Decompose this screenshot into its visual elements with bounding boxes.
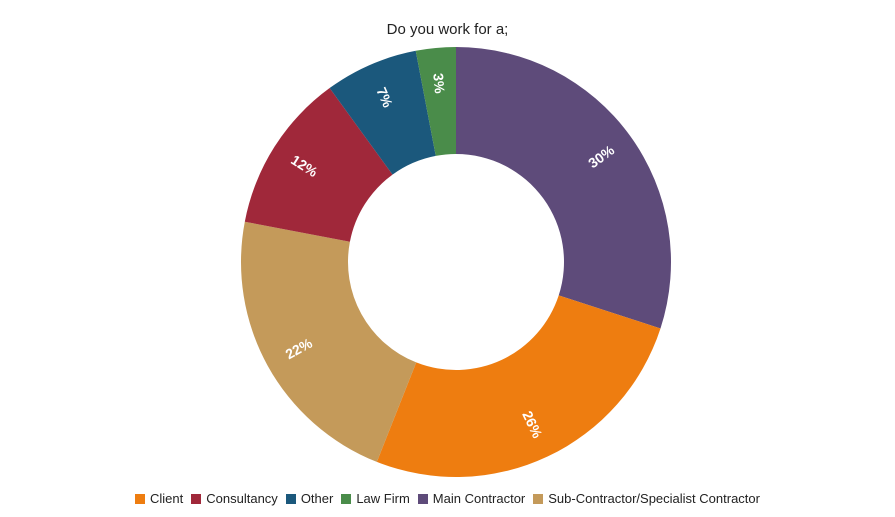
donut-slice-client	[376, 295, 661, 477]
legend-item-sub-contractor: Sub-Contractor/Specialist Contractor	[533, 490, 760, 508]
legend-swatch	[285, 494, 296, 504]
donut-slice-sub-contractor-specialist-contractor	[240, 221, 417, 462]
legend-swatch	[135, 494, 146, 504]
legend-swatch	[341, 494, 352, 504]
donut-slice-consultancy	[244, 88, 393, 242]
legend-label: Other	[300, 491, 334, 506]
legend-item-client: Client	[135, 490, 183, 508]
data-label: 7%	[373, 85, 396, 110]
legend-label: Law Firm	[356, 491, 410, 506]
legend-item-law-firm: Law Firm	[341, 490, 410, 508]
donut-slice-law-firm	[415, 47, 456, 156]
legend-item-main-contractor: Main Contractor	[417, 490, 526, 508]
chart-legend: Client Consultancy Other Law Firm Main C…	[0, 490, 895, 508]
chart-title: Do you work for a;	[386, 21, 509, 38]
legend-swatch	[533, 494, 544, 504]
donut-slice-other	[329, 50, 436, 175]
legend-swatch	[191, 494, 202, 504]
legend-swatch	[417, 494, 428, 504]
legend-label: Consultancy	[206, 491, 278, 506]
data-label: 3%	[430, 72, 448, 94]
legend-item-other: Other	[285, 490, 334, 508]
legend-label: Client	[150, 491, 184, 506]
donut-slice-main-contractor	[456, 47, 671, 329]
legend-label: Main Contractor	[432, 491, 526, 506]
legend-item-consultancy: Consultancy	[191, 490, 278, 508]
legend-label: Sub-Contractor/Specialist Contractor	[548, 491, 760, 506]
